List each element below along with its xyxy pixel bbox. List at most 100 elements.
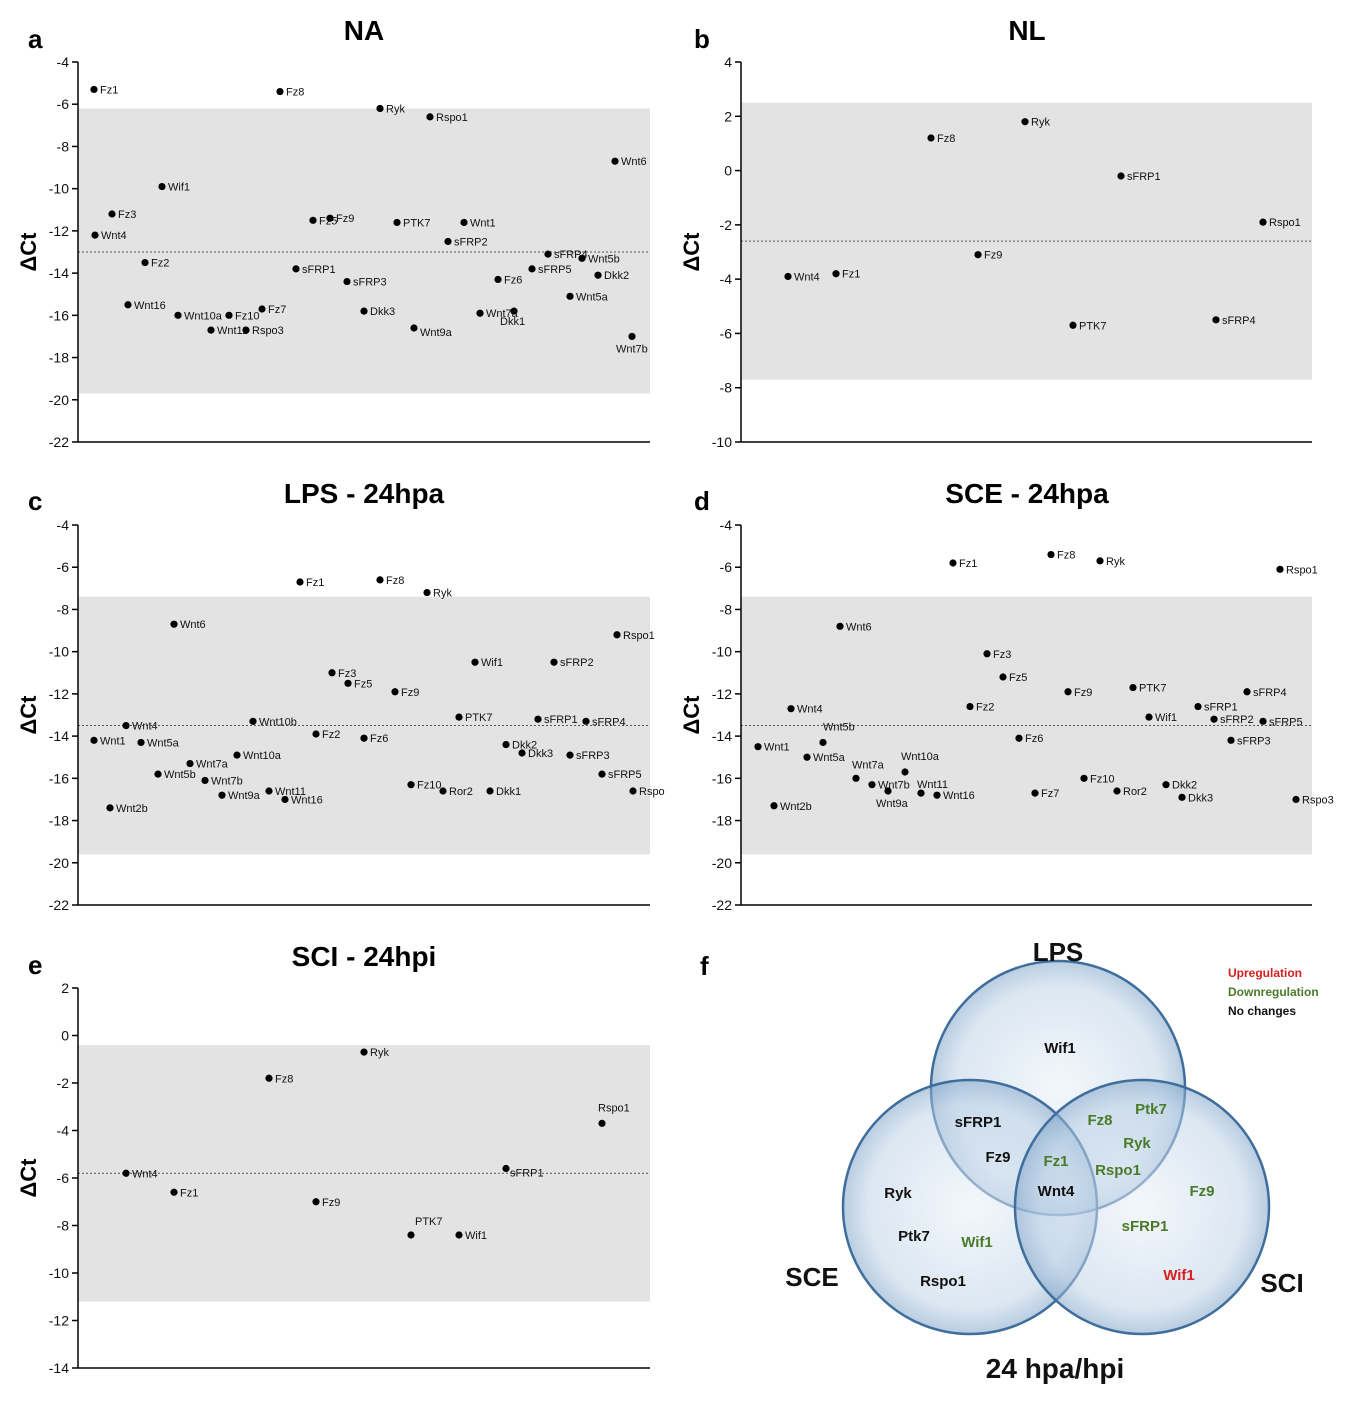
panel-title: LPS - 24hpa: [284, 478, 445, 509]
data-label-wnt7b: Wnt7b: [616, 343, 648, 355]
y-tick-label: -4: [57, 517, 70, 533]
data-label-wnt16: Wnt16: [134, 300, 166, 312]
data-point-sfrp1: [534, 715, 542, 723]
y-tick-label: -8: [720, 601, 733, 617]
data-point-fz8: [927, 134, 935, 142]
y-tick-label: -10: [49, 644, 69, 660]
panel-letter: b: [694, 24, 710, 54]
y-tick-label: -10: [712, 644, 732, 660]
data-label-wnt4: Wnt4: [101, 230, 127, 242]
y-tick-label: -12: [49, 1313, 69, 1329]
data-point-sfrp3: [343, 277, 351, 286]
y-tick-label: -2: [720, 217, 733, 233]
data-point-wnt2b: [770, 802, 778, 810]
data-point-dkk1: [510, 307, 518, 315]
data-label-wnt5b: Wnt5b: [164, 769, 196, 781]
data-label-dkk2: Dkk2: [1172, 780, 1197, 792]
data-point-sfrp2: [444, 237, 452, 246]
data-label-wif1: Wif1: [168, 182, 190, 194]
data-label-fz1: Fz1: [306, 577, 324, 589]
data-label-fz8: Fz8: [937, 133, 955, 145]
y-tick-label: -16: [49, 307, 69, 323]
data-label-wnt10a: Wnt10a: [184, 310, 223, 322]
data-point-fz9: [326, 214, 334, 222]
data-label-fz9: Fz9: [1074, 687, 1092, 699]
venn-lps_sci-ryk: Ryk: [1123, 1135, 1151, 1152]
data-point-wnt11: [917, 789, 925, 797]
data-point-ptk7: [1129, 683, 1137, 692]
data-point-sfrp2: [1210, 715, 1218, 723]
data-point-ptk7: [1069, 321, 1077, 329]
data-label-fz10: Fz10: [235, 310, 259, 322]
data-point-wnt5b: [819, 738, 827, 747]
data-label-wnt10b: Wnt10b: [259, 716, 297, 728]
data-label-fz8: Fz8: [275, 1073, 293, 1085]
data-point-wnt7a: [852, 774, 860, 782]
panel-d: -4 -6 -8 -10 -12 -14 -16 -18 -20 -22 ΔCt d SCE - 24h…: [679, 478, 1334, 913]
data-point-wnt5b: [578, 254, 586, 262]
y-tick-label: -18: [712, 813, 732, 829]
data-point-sfrp4: [1243, 688, 1251, 696]
data-label-rspo1: Rspo1: [436, 112, 468, 124]
data-label-fz2: Fz2: [976, 702, 994, 714]
panel-title: SCE - 24hpa: [945, 478, 1109, 509]
data-point-wnt11: [207, 326, 215, 334]
y-tick-label: 0: [61, 1028, 69, 1044]
data-label-fz10: Fz10: [1090, 773, 1114, 785]
data-point-dkk1: [486, 787, 494, 795]
data-point-sfrp4: [582, 717, 590, 725]
data-label-wnt11: Wnt11: [275, 786, 306, 798]
data-label-dkk1: Dkk1: [500, 316, 525, 328]
data-point-fz10: [407, 781, 415, 789]
data-label-wnt5a: Wnt5a: [576, 291, 609, 303]
y-tick-label: -8: [57, 601, 70, 617]
y-tick-label: -12: [49, 223, 69, 239]
data-label-sfrp4: sFRP4: [1253, 687, 1287, 699]
data-point-sfrp1: [502, 1164, 510, 1173]
data-label-fz7: Fz7: [268, 304, 286, 316]
y-tick-label: -4: [720, 517, 733, 533]
data-label-fz5: Fz5: [1009, 672, 1027, 684]
data-label-fz9: Fz9: [336, 213, 354, 225]
data-point-wnt4: [91, 231, 99, 239]
data-label-fz6: Fz6: [1025, 733, 1043, 745]
data-point-ryk: [1021, 118, 1029, 126]
data-label-fz6: Fz6: [370, 733, 388, 745]
data-label-ptk7: PTK7: [415, 1216, 443, 1228]
y-tick-label: -4: [57, 1123, 70, 1139]
data-point-sfrp4: [1212, 316, 1220, 324]
data-point-rspo1: [1276, 565, 1284, 573]
data-point-sfrp5: [598, 770, 606, 778]
data-point-sfrp3: [1227, 736, 1235, 744]
y-tick-label: -6: [57, 1170, 70, 1186]
data-point-wnt7b: [868, 781, 876, 789]
data-point-wnt6: [836, 622, 844, 630]
data-label-wnt4: Wnt4: [797, 704, 823, 716]
data-label-sfrp5: sFRP5: [608, 769, 642, 781]
legend-upregulation: Upregulation: [1228, 966, 1302, 980]
data-label-sfrp2: sFRP2: [1220, 714, 1254, 726]
data-point-wnt16: [281, 795, 289, 804]
data-point-fz5: [999, 673, 1007, 681]
data-point-wnt4: [784, 272, 792, 281]
y-tick-label: -14: [49, 728, 69, 744]
data-label-wnt5b: Wnt5b: [823, 721, 855, 733]
data-label-wnt7a: Wnt7a: [852, 759, 885, 771]
set-label-sci: SCI: [1260, 1268, 1303, 1298]
y-tick-label: -12: [712, 686, 732, 702]
data-label-ptk7: PTK7: [1139, 683, 1167, 695]
panel-e: 2 0 -2 -4 -6 -8 -10 -12 -14 ΔCt e SCI - 24hpi Ryk Fz8…: [16, 941, 650, 1376]
y-tick-label: -4: [720, 271, 733, 287]
data-point-ryk: [376, 104, 384, 113]
y-tick-label: -6: [720, 559, 733, 575]
data-point-sfrp1: [292, 265, 300, 273]
data-label-fz2: Fz2: [322, 729, 340, 741]
data-label-dkk1: Dkk1: [496, 786, 521, 798]
data-point-wnt5a: [803, 753, 811, 761]
data-label-wnt6: Wnt6: [846, 621, 872, 633]
venn-sci_only-fz9: Fz9: [1189, 1183, 1214, 1200]
data-label-ryk: Ryk: [1106, 556, 1125, 568]
venn-sci_only-wif1: Wif1: [1163, 1267, 1195, 1284]
data-point-rspo1: [598, 1119, 606, 1127]
y-axis-label: ΔCt: [16, 1158, 41, 1198]
